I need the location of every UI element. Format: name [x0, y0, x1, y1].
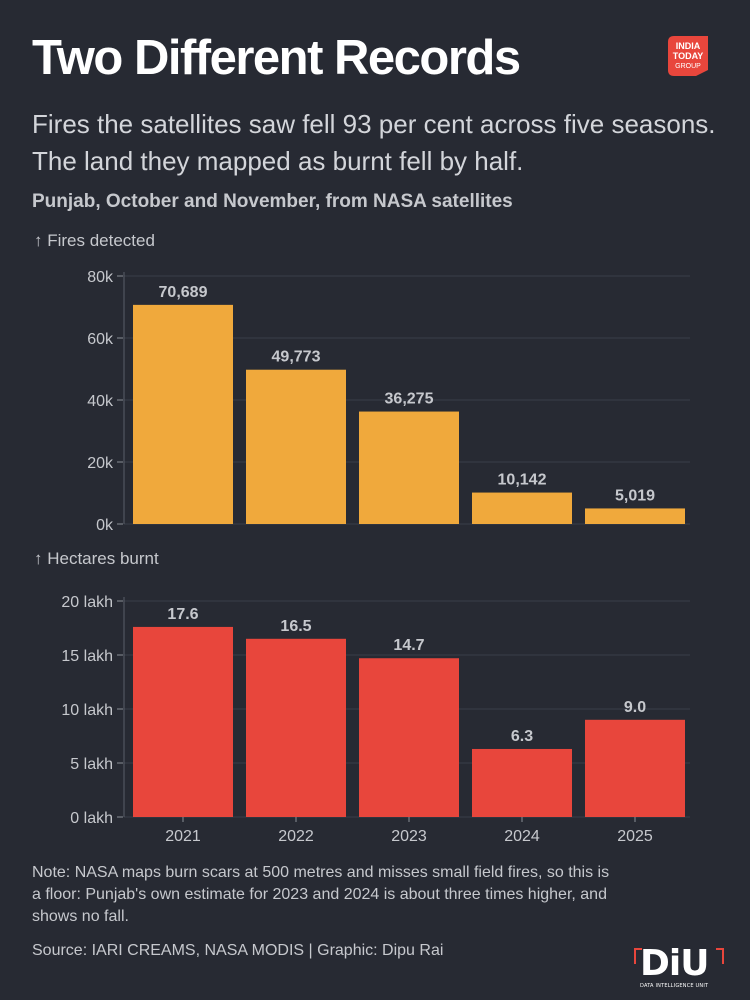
diu-unit-name: DATA INTELLIGENCE UNIT [640, 983, 709, 989]
hectares-value-label: 9.0 [624, 699, 646, 716]
logo-line-2: TODAY [673, 51, 704, 61]
fires-axis-label: ↑ Fires detected [34, 231, 155, 250]
x-tick-label: 2021 [165, 828, 201, 845]
bar-charts: ↑ Fires detected 0k 20k 40k 60k 80k 70,689 49,7… [34, 231, 690, 845]
hectares-y-tick-label: 5 lakh [70, 756, 113, 773]
diu-bracket-left [634, 948, 642, 964]
x-tick-label: 2022 [278, 828, 314, 845]
fires-value-label: 5,019 [615, 487, 655, 504]
fires-bar-2022 [246, 369, 346, 524]
hectares-value-label: 14.7 [393, 637, 424, 654]
hectares-bar-2023 [359, 658, 459, 817]
fires-bar-2021 [133, 304, 233, 524]
fires-y-tick-label: 80k [87, 269, 114, 286]
chart-title: Two Different Records [32, 31, 521, 85]
hectares-y-tick-label: 10 lakh [61, 702, 113, 719]
hectares-value-label: 17.6 [167, 606, 198, 623]
fires-value-label: 10,142 [498, 472, 547, 489]
hectares-value-label: 16.5 [280, 618, 311, 635]
fires-bar-2024 [472, 492, 572, 524]
diu-logo: DiU DATA INTELLIGENCE UNIT [634, 943, 724, 990]
hectares-value-label: 6.3 [511, 728, 533, 745]
hectares-bar-2025 [585, 719, 685, 817]
diu-bracket-right [716, 948, 724, 964]
hectares-y-tick-label: 0 lakh [70, 810, 113, 827]
source-credit: Source: IARI CREAMS, NASA MODIS | Graphi… [32, 942, 444, 959]
fires-y-tick-label: 20k [87, 455, 114, 472]
hectares-y-tick-label: 15 lakh [61, 648, 113, 665]
fires-y-tick-label: 0k [96, 517, 114, 534]
x-tick-label: 2023 [391, 828, 427, 845]
chart-context: Punjab, October and November, from NASA … [32, 191, 513, 212]
logo-line-1: INDIA [676, 41, 701, 51]
fires-bar-2025 [585, 508, 685, 524]
chart-subtitle: Fires the satellites saw fell 93 per cen… [32, 109, 716, 176]
fires-y-tick-label: 40k [87, 393, 114, 410]
hectares-axis-label: ↑ Hectares burnt [34, 549, 159, 568]
hectares-bar-2024 [472, 748, 572, 817]
hectares-bar-2021 [133, 626, 233, 817]
hectares-bar-2022 [246, 638, 346, 817]
fires-y-tick-label: 60k [87, 331, 114, 348]
x-tick-label: 2025 [617, 828, 653, 845]
logo-line-3: GROUP [675, 63, 701, 70]
hectares-y-tick-label: 20 lakh [61, 594, 113, 611]
diu-mark: DiU [640, 943, 709, 984]
india-today-group-logo: INDIA TODAY GROUP [668, 36, 708, 76]
fires-value-label: 70,689 [159, 284, 208, 301]
footnote: Note: NASA maps burn scars at 500 metres… [32, 864, 610, 925]
fires-value-label: 49,773 [272, 349, 321, 366]
fires-value-label: 36,275 [385, 391, 434, 408]
x-tick-label: 2024 [504, 828, 540, 845]
fires-bar-2023 [359, 411, 459, 524]
